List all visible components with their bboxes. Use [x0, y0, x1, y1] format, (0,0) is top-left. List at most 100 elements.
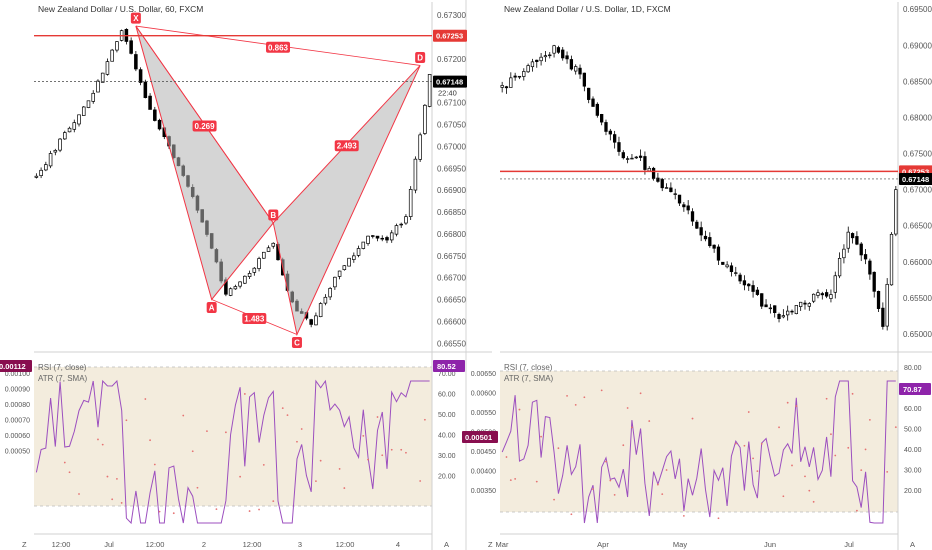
panel2-atr-dot — [804, 475, 806, 478]
panel1-price-tick: 0.66750 — [437, 252, 466, 261]
panel2-rsi-band — [500, 371, 898, 512]
panel2-candle — [755, 289, 760, 295]
panel1-candle — [408, 189, 413, 217]
panel1-candle — [110, 49, 114, 62]
panel2-candle — [548, 54, 552, 57]
panel1-candle — [91, 92, 95, 102]
panel2-atr-dot — [825, 397, 828, 400]
panel1-time-tick: 3 — [298, 540, 302, 549]
panel2-candle — [850, 233, 855, 239]
panel1-atr-dot — [405, 451, 407, 454]
panel2-rsi-tick: 50.00 — [904, 427, 922, 434]
panel2-time-tick: Jun — [764, 540, 776, 549]
panel1-ratio-label: 0.269 — [195, 122, 216, 131]
panel2-candle — [656, 177, 660, 182]
panel2-atr-dot — [782, 495, 785, 498]
panel1-point-label-d: D — [417, 53, 423, 62]
panel2-candle — [837, 258, 842, 277]
panel1-candle — [238, 281, 242, 287]
panel1-atr-dot — [215, 508, 218, 511]
panel1-price-tick: 0.66800 — [437, 230, 466, 239]
panel1-candle — [252, 267, 257, 273]
panel1-candle — [39, 169, 43, 176]
panel2-candle — [751, 285, 755, 292]
panel2-candle — [638, 155, 643, 158]
panel2-candle — [634, 156, 638, 159]
panel2-atr-dot — [592, 488, 594, 491]
panel1-time-tick: 2 — [202, 540, 206, 549]
panel2-rsi-tick: 40.00 — [904, 447, 922, 454]
panel2-candle — [742, 280, 747, 286]
panel1-price-badge — [433, 75, 467, 88]
panel1-candle — [371, 235, 375, 237]
panel2-candle — [539, 56, 543, 62]
panel1-candle — [48, 153, 53, 167]
panel1-candle — [72, 122, 77, 130]
panel2-candle — [725, 264, 729, 268]
panel1-rsi-line — [35, 379, 430, 525]
panel2-atr-dot — [657, 483, 659, 486]
panel2-candle — [582, 72, 587, 87]
panel2-candle — [565, 55, 569, 60]
panel2-atr-dot — [622, 444, 625, 447]
panel2-candle — [863, 254, 868, 260]
panel2-atr-dot — [648, 420, 651, 422]
panel2-candle — [729, 265, 734, 273]
panel1-price-tick: 0.67000 — [437, 142, 466, 151]
panel1-atr-dot — [300, 428, 303, 430]
panel1-atr-tick: 0.00080 — [5, 402, 30, 409]
panel2-candle — [600, 114, 604, 123]
panel2-atr-dot — [609, 479, 612, 482]
panel1-rsi-current-badge — [433, 360, 465, 372]
panel1-atr-tick: 0.00070 — [5, 418, 30, 425]
panel1-price-tick: 0.67200 — [437, 55, 466, 64]
panel2-candle — [842, 248, 846, 259]
panel2-price-area — [500, 2, 898, 352]
panel2-atr-dot — [752, 457, 754, 460]
panel1-ratio-badge — [192, 120, 217, 132]
panel1-candle — [86, 100, 91, 108]
panel1-candle — [96, 80, 100, 93]
panel1-atr-dot — [206, 430, 208, 433]
panel1-candle — [347, 257, 351, 267]
panel2-rsi-tick: 20.00 — [904, 488, 922, 495]
panel2-candle — [578, 67, 582, 75]
panel1-atr-dot — [258, 508, 260, 511]
panel2-candle — [643, 156, 647, 170]
panel1-candle — [233, 286, 238, 290]
panel1-atr-dot — [272, 500, 275, 503]
panel2-candle — [794, 305, 798, 315]
panel2-atr-dot — [605, 460, 607, 463]
panel1-atr-dot — [338, 468, 341, 470]
panel2-candle — [651, 167, 656, 179]
panel2-candle — [868, 260, 872, 275]
panel2-candle — [712, 244, 716, 249]
panel1-atr-dot — [381, 454, 384, 457]
panel1-atr-dot — [106, 475, 109, 478]
panel1-corner-right: A — [444, 540, 449, 549]
panel1-point-badge — [130, 12, 141, 24]
panel1-atr-dot — [296, 440, 298, 443]
panel2-candle — [829, 294, 833, 299]
panel1-candle — [266, 247, 271, 252]
panel1-candle — [271, 242, 276, 247]
panel1-ratio-badge — [242, 313, 267, 324]
panel1-atr-dot — [319, 459, 322, 462]
panel2-atr-tick: 0.00600 — [471, 391, 496, 398]
panel1-point-label-a: A — [209, 304, 215, 313]
panel1-time-tick: Jul — [104, 540, 114, 549]
panel1-title: New Zealand Dollar / U.S. Dollar, 60, FX… — [38, 4, 203, 14]
panel2-candle — [595, 103, 599, 116]
panel1-candle — [100, 72, 105, 83]
panel1-candle — [356, 248, 361, 256]
panel2-atr-dot — [786, 401, 789, 404]
panel2-atr-dot — [791, 464, 793, 467]
panel1-atr-dot — [111, 498, 114, 501]
panel1-atr-dot — [78, 493, 80, 495]
panel1-candle — [77, 114, 81, 125]
panel1-candle — [389, 232, 394, 241]
panel1-point-badge — [268, 209, 279, 221]
panel1-ratio-badge — [266, 41, 291, 53]
panel1-candle — [427, 74, 432, 107]
panel1-price-tick: 0.66650 — [437, 296, 466, 305]
